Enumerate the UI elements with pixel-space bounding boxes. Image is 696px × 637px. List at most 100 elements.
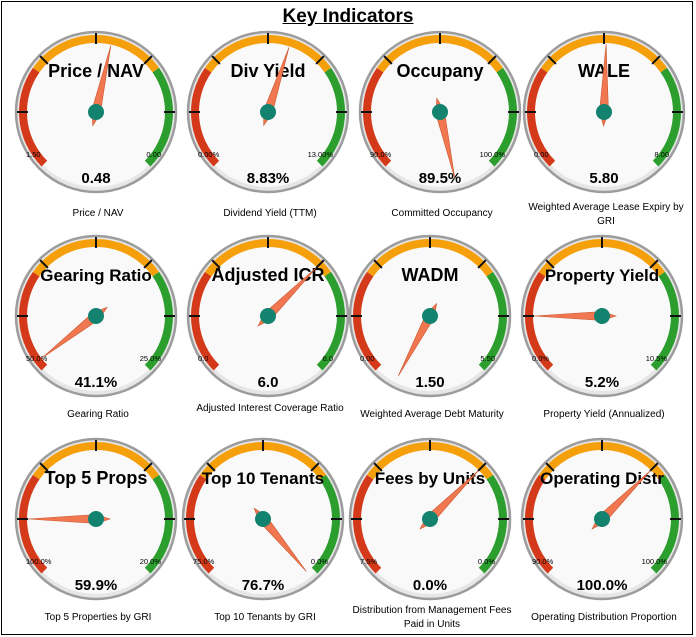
gauge-value: 6.0	[258, 374, 279, 391]
gauge-value: 76.7%	[242, 577, 285, 594]
gauge-max-label: 20.0%	[140, 557, 162, 566]
gauge-band-red	[353, 474, 382, 574]
gauge-tick	[143, 259, 153, 269]
gauge-min-label: 50.0%	[26, 354, 48, 363]
gauge-band-green	[652, 67, 681, 167]
gauge-tick	[310, 462, 320, 472]
gauge-value: 0.48	[81, 170, 110, 187]
gauge-tick	[211, 259, 221, 269]
gauge-tick	[39, 462, 49, 472]
gauge-value: 41.1%	[75, 374, 118, 391]
gauge-max-label: 8.00	[654, 150, 669, 159]
gauge-band-green	[650, 271, 679, 371]
gauge-min-label: 100.0%	[26, 557, 52, 566]
gauge-min-label: 0.00%	[198, 150, 220, 159]
gauge-title: Gearing Ratio	[40, 266, 151, 285]
gauge-caption: Dividend Yield (TTM)	[223, 208, 317, 219]
gauge-caption: Property Yield (Annualized)	[543, 409, 665, 420]
gauge-tick	[206, 462, 216, 472]
gauge-hub	[260, 308, 276, 324]
gauge-caption: Weighted Average Debt Maturity	[360, 409, 504, 420]
gauge-tick	[487, 55, 497, 65]
gauge-band-red	[527, 67, 556, 167]
gauge-band-green	[650, 474, 679, 574]
gauge-tick	[649, 462, 659, 472]
gauge-min-label: 75.0%	[193, 557, 215, 566]
gauge-band-red	[191, 67, 220, 167]
gauge-value: 89.5%	[419, 170, 462, 187]
gauge-value: 5.2%	[585, 374, 619, 391]
gauge-min-label: 7.5%	[360, 557, 377, 566]
gauge-band-green	[316, 271, 345, 371]
gauge-caption: Gearing Ratio	[67, 409, 129, 420]
gauge-max-label: 10.5%	[646, 354, 668, 363]
gauge-caption: Committed Occupancy	[391, 208, 493, 219]
gauge-band-green	[478, 271, 507, 371]
gauge-title: Top 5 Props	[45, 468, 148, 488]
gauge-hub	[88, 104, 104, 120]
gauge-min-label: 0.0%	[532, 354, 549, 363]
gauge-tick	[373, 462, 383, 472]
gauge-max-label: 0.0%	[478, 557, 495, 566]
gauge-caption: Price / NAV	[72, 208, 124, 219]
gauge-value: 5.80	[589, 170, 618, 187]
gauge-max-label: 100.0%	[480, 150, 506, 159]
gauge-title: Operating Distr	[540, 469, 664, 488]
gauge-title: Price / NAV	[48, 61, 144, 81]
gauge-max-label: 25.0%	[140, 354, 162, 363]
gauge-band-red	[353, 271, 382, 371]
gauge-band-red	[19, 67, 48, 167]
gauge-band-green	[478, 474, 507, 574]
gauge-hub	[422, 511, 438, 527]
gauge-caption: Adjusted Interest Coverage Ratio	[196, 403, 344, 414]
gauge-band-green	[316, 67, 345, 167]
gauge-band-green	[488, 67, 517, 167]
gauge-band-green	[144, 474, 173, 574]
gauge-title: Top 10 Tenants	[202, 469, 324, 488]
gauge-tick	[39, 55, 49, 65]
gauge-band-green	[144, 67, 173, 167]
gauge-hub	[596, 104, 612, 120]
gauge-tick	[315, 55, 325, 65]
gauge-tick	[545, 462, 555, 472]
gauge-title: Occupany	[396, 61, 483, 81]
gauge-value: 8.83%	[247, 170, 290, 187]
gauge-band-green	[144, 271, 173, 371]
gauge-caption: Top 10 Tenants by GRI	[214, 612, 316, 623]
gauge-max-label: 0.00	[146, 150, 161, 159]
gauge-value: 0.0%	[413, 577, 447, 594]
gauge-tick	[143, 462, 153, 472]
gauge-caption: Operating Distribution Proportion	[531, 612, 677, 623]
gauge-title: WADM	[402, 265, 459, 285]
gauge-band-red	[19, 474, 48, 574]
gauge-band-red	[525, 271, 554, 371]
gauge-tick	[477, 462, 487, 472]
gauge-tick	[39, 259, 49, 269]
gauge-band-red	[186, 474, 215, 574]
gauge-hub	[594, 511, 610, 527]
gauge-min-label: 0.00	[360, 354, 375, 363]
gauge-value: 100.0%	[577, 577, 628, 594]
gauge-tick	[545, 259, 555, 269]
gauge-caption: Top 5 Properties by GRI	[44, 612, 152, 623]
gauge-title: Fees by Units	[375, 469, 486, 488]
gauge-band-red	[191, 271, 220, 371]
gauge-min-label: 0.0	[198, 354, 208, 363]
gauge-title: Property Yield	[545, 266, 659, 285]
page-title: Key Indicators	[282, 6, 414, 27]
gauge-tick	[143, 55, 153, 65]
gauge-hub	[594, 308, 610, 324]
gauge-tick	[547, 55, 557, 65]
gauge-max-label: 5.50	[480, 354, 495, 363]
gauge-title: Adjusted ICR	[211, 265, 324, 285]
gauge-min-label: 1.50	[26, 150, 41, 159]
gauge-value: 1.50	[415, 374, 444, 391]
gauge-max-label: 6.0	[323, 354, 333, 363]
gauge-min-label: 90.0%	[370, 150, 392, 159]
gauge-title: Div Yield	[230, 61, 305, 81]
gauge-hub	[255, 511, 271, 527]
gauge-max-label: 100.0%	[642, 557, 668, 566]
gauge-hub	[422, 308, 438, 324]
gauge-min-label: 90.0%	[532, 557, 554, 566]
gauge-hub	[260, 104, 276, 120]
